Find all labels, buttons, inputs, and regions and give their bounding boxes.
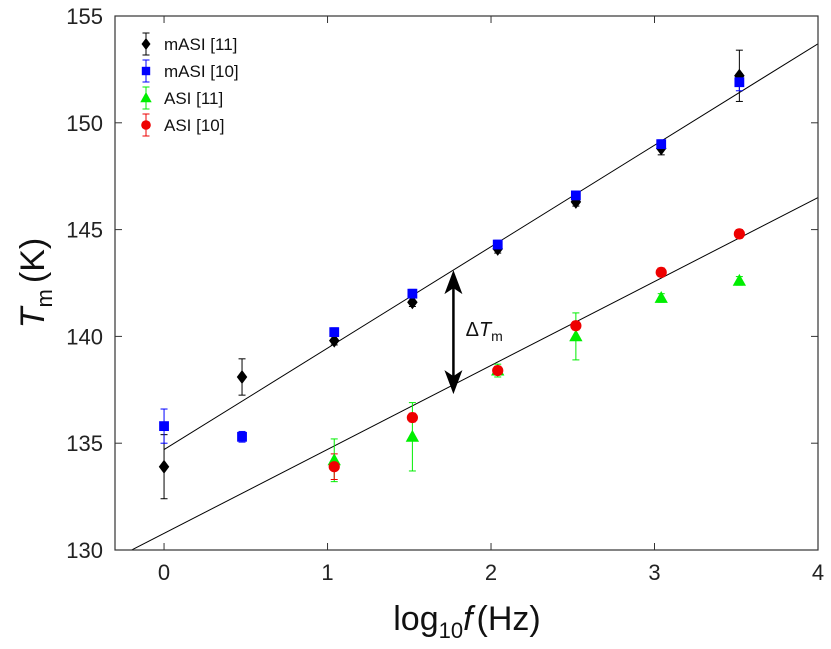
asi-fit-line bbox=[130, 197, 818, 550]
masi-11-point-3 bbox=[407, 295, 418, 310]
y-tick-label: 130 bbox=[66, 538, 103, 563]
x-tick-label: 0 bbox=[158, 560, 170, 585]
masi-10-point-7 bbox=[734, 77, 745, 88]
masi-10-point-1 bbox=[237, 431, 247, 442]
x-tick-label: 3 bbox=[648, 560, 660, 585]
masi-11-point-1 bbox=[236, 369, 248, 384]
masi-10-point-6 bbox=[656, 139, 667, 150]
axis-ticks: 0 1 2 3 4 130 135 140 145 150 155 bbox=[66, 4, 824, 585]
asi-10-point-2 bbox=[492, 364, 504, 377]
asi-10-point-5 bbox=[733, 228, 745, 240]
legend-entry-masi-10: mASI [10] bbox=[141, 59, 239, 83]
y-tick-label: 150 bbox=[66, 111, 103, 136]
y-tick-label: 140 bbox=[66, 324, 103, 349]
delta-arrow-head-up bbox=[444, 270, 463, 295]
asi-10-point-4 bbox=[655, 266, 667, 278]
y-tick-label: 145 bbox=[66, 218, 103, 243]
masi-11-point-0 bbox=[158, 459, 170, 474]
x-axis-title: log10f (Hz) bbox=[393, 600, 541, 643]
plot-frame bbox=[114, 15, 819, 551]
asi-11-point-3 bbox=[569, 329, 583, 342]
masi-10-point-3 bbox=[407, 288, 418, 299]
legend-entry-masi-11: mASI [11] bbox=[141, 32, 237, 56]
y-tick-label: 135 bbox=[66, 431, 103, 456]
asi-10-point-0 bbox=[328, 461, 340, 473]
masi-10-point-2 bbox=[329, 327, 340, 338]
legend-marker bbox=[141, 38, 151, 50]
x-tick-label: 4 bbox=[812, 560, 824, 585]
masi-11-point-2 bbox=[328, 333, 340, 348]
legend-label: mASI [11] bbox=[164, 35, 237, 54]
y-tick-label: 155 bbox=[66, 4, 103, 29]
legend-marker bbox=[141, 120, 151, 130]
legend-marker bbox=[140, 92, 152, 103]
masi-10-point-5 bbox=[570, 190, 581, 201]
legend-entry-asi-11: ASI [11] bbox=[140, 86, 223, 110]
legend-marker bbox=[141, 66, 151, 76]
y-axis-title: Tm(K) bbox=[14, 238, 57, 328]
asi-11-point-1 bbox=[405, 429, 420, 442]
x-tick-label: 2 bbox=[485, 560, 497, 585]
delta-arrow-head-down bbox=[444, 370, 463, 395]
x-tick-label: 1 bbox=[321, 560, 333, 585]
masi-10-point-4 bbox=[492, 239, 503, 250]
delta-annotation: ΔTm bbox=[444, 270, 503, 395]
legend-label: ASI [11] bbox=[164, 89, 223, 108]
masi-10-point-0 bbox=[159, 421, 169, 432]
asi-10-point-3 bbox=[570, 320, 582, 332]
legend-label: mASI [10] bbox=[164, 62, 239, 81]
error-bars bbox=[160, 49, 743, 500]
legend-label: ASI [10] bbox=[164, 116, 224, 135]
asi-11-point-4 bbox=[654, 290, 668, 303]
data-markers bbox=[158, 68, 747, 474]
masi-fit-line bbox=[163, 43, 818, 451]
delta-tm-label: ΔTm bbox=[466, 319, 503, 344]
fit-lines bbox=[130, 43, 818, 550]
legend: mASI [11] mASI [10] ASI [11] ASI [10] bbox=[140, 32, 239, 137]
asi-10-point-1 bbox=[406, 411, 418, 424]
legend-entry-asi-10: ASI [10] bbox=[141, 113, 224, 137]
asi-11-point-5 bbox=[732, 273, 747, 286]
